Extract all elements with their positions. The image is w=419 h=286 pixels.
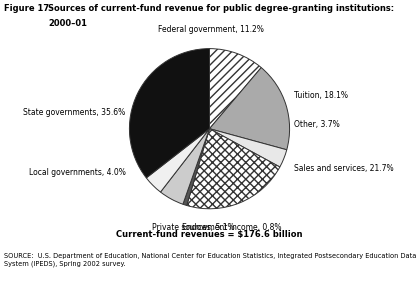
Text: Tuition, 18.1%: Tuition, 18.1% bbox=[294, 91, 348, 100]
Text: 2000–01: 2000–01 bbox=[48, 19, 87, 27]
Text: Federal government, 11.2%: Federal government, 11.2% bbox=[158, 25, 264, 34]
Wedge shape bbox=[183, 129, 210, 205]
Wedge shape bbox=[129, 49, 210, 178]
Wedge shape bbox=[187, 129, 280, 209]
Text: Sources of current-fund revenue for public degree-granting institutions:: Sources of current-fund revenue for publ… bbox=[48, 4, 394, 13]
Wedge shape bbox=[210, 129, 287, 167]
Text: Other, 3.7%: Other, 3.7% bbox=[294, 120, 339, 129]
Text: Current-fund revenues = $176.6 billion: Current-fund revenues = $176.6 billion bbox=[116, 230, 303, 239]
Wedge shape bbox=[146, 129, 210, 192]
Text: State governments, 35.6%: State governments, 35.6% bbox=[23, 108, 125, 117]
Wedge shape bbox=[210, 49, 261, 129]
Text: Figure 17.: Figure 17. bbox=[4, 4, 52, 13]
Text: SOURCE:  U.S. Department of Education, National Center for Education Statistics,: SOURCE: U.S. Department of Education, Na… bbox=[4, 253, 416, 267]
Wedge shape bbox=[210, 67, 290, 150]
Text: Private sources, 5.1%: Private sources, 5.1% bbox=[152, 223, 235, 232]
Wedge shape bbox=[160, 129, 210, 204]
Text: Endowment income, 0.8%: Endowment income, 0.8% bbox=[182, 223, 282, 232]
Text: Local governments, 4.0%: Local governments, 4.0% bbox=[28, 168, 125, 177]
Text: Sales and services, 21.7%: Sales and services, 21.7% bbox=[294, 164, 393, 173]
